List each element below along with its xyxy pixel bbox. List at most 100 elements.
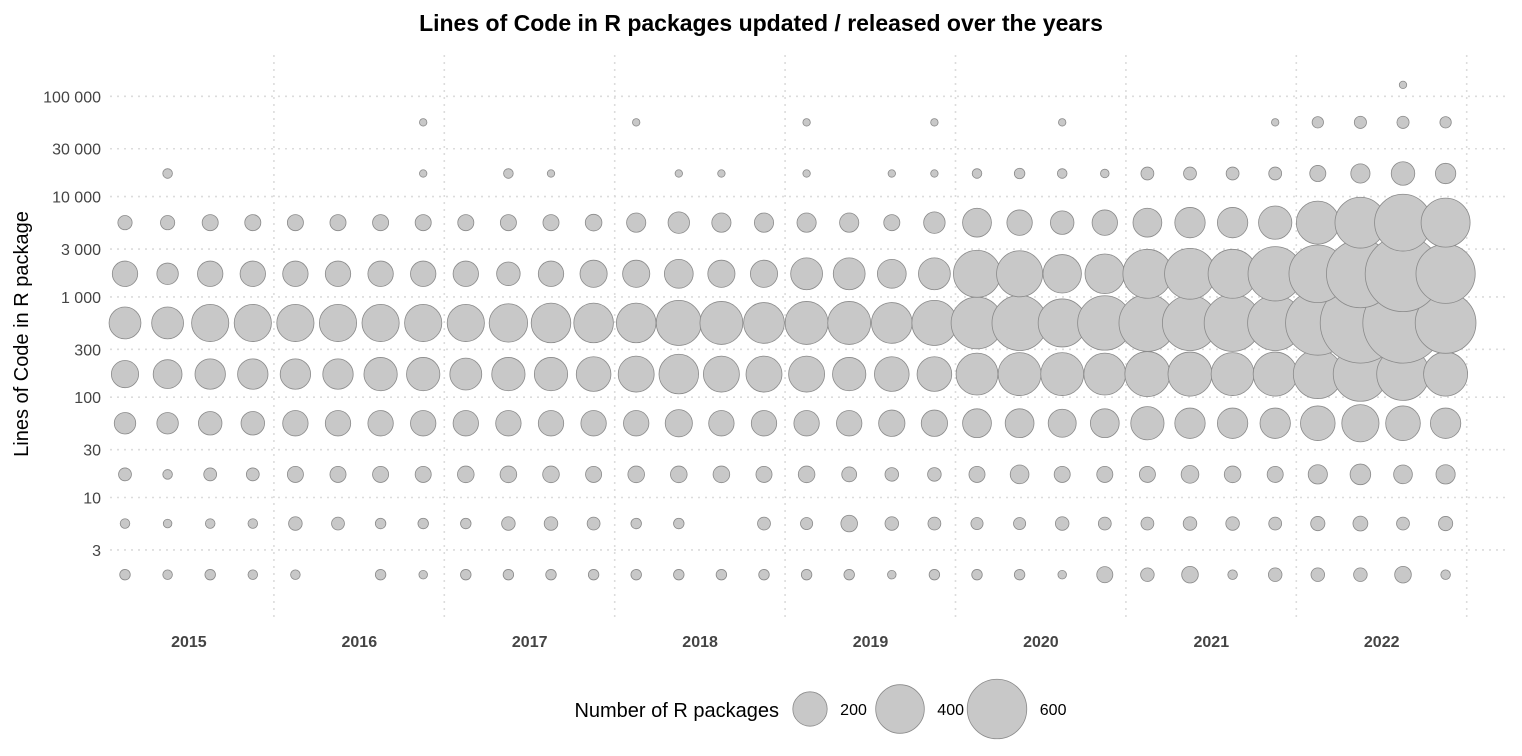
- bubble: [119, 569, 131, 581]
- legend-bubble: [875, 684, 925, 734]
- bubble: [533, 357, 569, 392]
- bubble: [1004, 408, 1035, 439]
- legend-bubble: [966, 678, 1028, 740]
- bubble: [878, 409, 906, 437]
- bubble: [1396, 115, 1410, 129]
- bubble: [584, 213, 603, 232]
- bubble: [1130, 406, 1165, 441]
- bubble: [832, 357, 867, 392]
- bubble: [331, 516, 345, 531]
- bubble: [542, 465, 560, 484]
- bubble: [1124, 351, 1171, 398]
- legend-label: 200: [840, 702, 867, 719]
- bubble: [203, 467, 218, 482]
- bubble: [1225, 166, 1240, 181]
- bubble: [151, 306, 184, 340]
- bubble: [367, 260, 394, 287]
- bubble: [1227, 569, 1238, 580]
- bubble: [758, 569, 770, 581]
- bubble: [1009, 464, 1030, 485]
- bubble: [1223, 465, 1242, 484]
- bubble: [233, 303, 272, 342]
- bubble: [247, 569, 259, 580]
- bubble: [204, 569, 216, 581]
- bubble: [663, 258, 694, 289]
- bubble: [329, 465, 347, 483]
- bubble: [1056, 168, 1068, 179]
- bubble: [1423, 351, 1469, 397]
- bubble: [1353, 115, 1367, 129]
- bubble: [1393, 464, 1413, 485]
- bubble: [750, 259, 778, 288]
- bubble: [673, 517, 685, 530]
- bubble: [626, 212, 647, 233]
- bubble: [1350, 163, 1371, 184]
- bubble: [1415, 243, 1476, 304]
- bubble: [1210, 352, 1255, 396]
- bubble: [1006, 209, 1033, 236]
- bubble: [372, 465, 390, 483]
- bubble: [1435, 464, 1456, 485]
- bubble: [197, 260, 224, 287]
- x-tick-label: 2015: [171, 634, 207, 651]
- bubble: [1353, 567, 1368, 582]
- bubble: [503, 168, 514, 179]
- bubble: [239, 260, 266, 287]
- legend-title: Number of R packages: [574, 700, 779, 722]
- x-tick-label: 2017: [512, 634, 548, 651]
- bubble: [502, 569, 515, 581]
- y-tick-label: 100 000: [43, 89, 101, 106]
- bubble: [1295, 200, 1340, 245]
- bubble: [883, 214, 901, 232]
- bubble: [707, 259, 736, 288]
- bubble: [802, 118, 811, 127]
- bubble: [1058, 118, 1067, 127]
- bubble: [1268, 567, 1283, 582]
- bubble: [971, 168, 983, 179]
- bubble: [1310, 516, 1326, 532]
- bubble: [288, 516, 303, 531]
- bubble: [750, 410, 778, 437]
- bubble: [108, 306, 142, 340]
- bubble: [667, 211, 690, 234]
- y-tick-label: 3 000: [61, 242, 101, 259]
- bubble: [372, 214, 390, 232]
- bubble: [417, 517, 429, 530]
- bubble: [404, 303, 443, 342]
- bubble: [1217, 407, 1249, 439]
- bubble: [1259, 407, 1291, 439]
- bubble: [802, 169, 811, 178]
- bubble: [623, 410, 650, 437]
- bubble: [708, 410, 735, 437]
- bubble: [876, 258, 907, 289]
- bubble: [162, 518, 173, 529]
- bubble: [111, 360, 139, 389]
- y-tick-label: 100: [74, 390, 101, 407]
- bubble: [324, 410, 352, 437]
- bubble: [488, 303, 529, 343]
- bubble: [543, 516, 559, 531]
- bubble: [1167, 351, 1213, 397]
- bubble: [117, 215, 133, 231]
- y-tick-label: 10 000: [52, 190, 101, 207]
- bubble: [491, 357, 526, 392]
- y-tick-label: 1 000: [61, 290, 101, 307]
- x-tick-label: 2019: [853, 634, 889, 651]
- x-tick-label: 2016: [342, 634, 378, 651]
- bubble: [419, 169, 428, 178]
- bubble: [1140, 567, 1155, 582]
- y-tick-label: 30: [83, 443, 101, 460]
- bubble: [1055, 516, 1070, 531]
- bubble: [996, 250, 1044, 298]
- bubble: [1310, 567, 1325, 582]
- bubble: [162, 469, 173, 480]
- bubble: [1174, 407, 1206, 439]
- bubble: [1042, 254, 1082, 294]
- bubble: [1396, 516, 1410, 531]
- bubble: [118, 467, 132, 482]
- bubble: [1013, 569, 1026, 581]
- bubble: [191, 303, 230, 342]
- bubble: [796, 212, 817, 233]
- bubble: [406, 357, 441, 392]
